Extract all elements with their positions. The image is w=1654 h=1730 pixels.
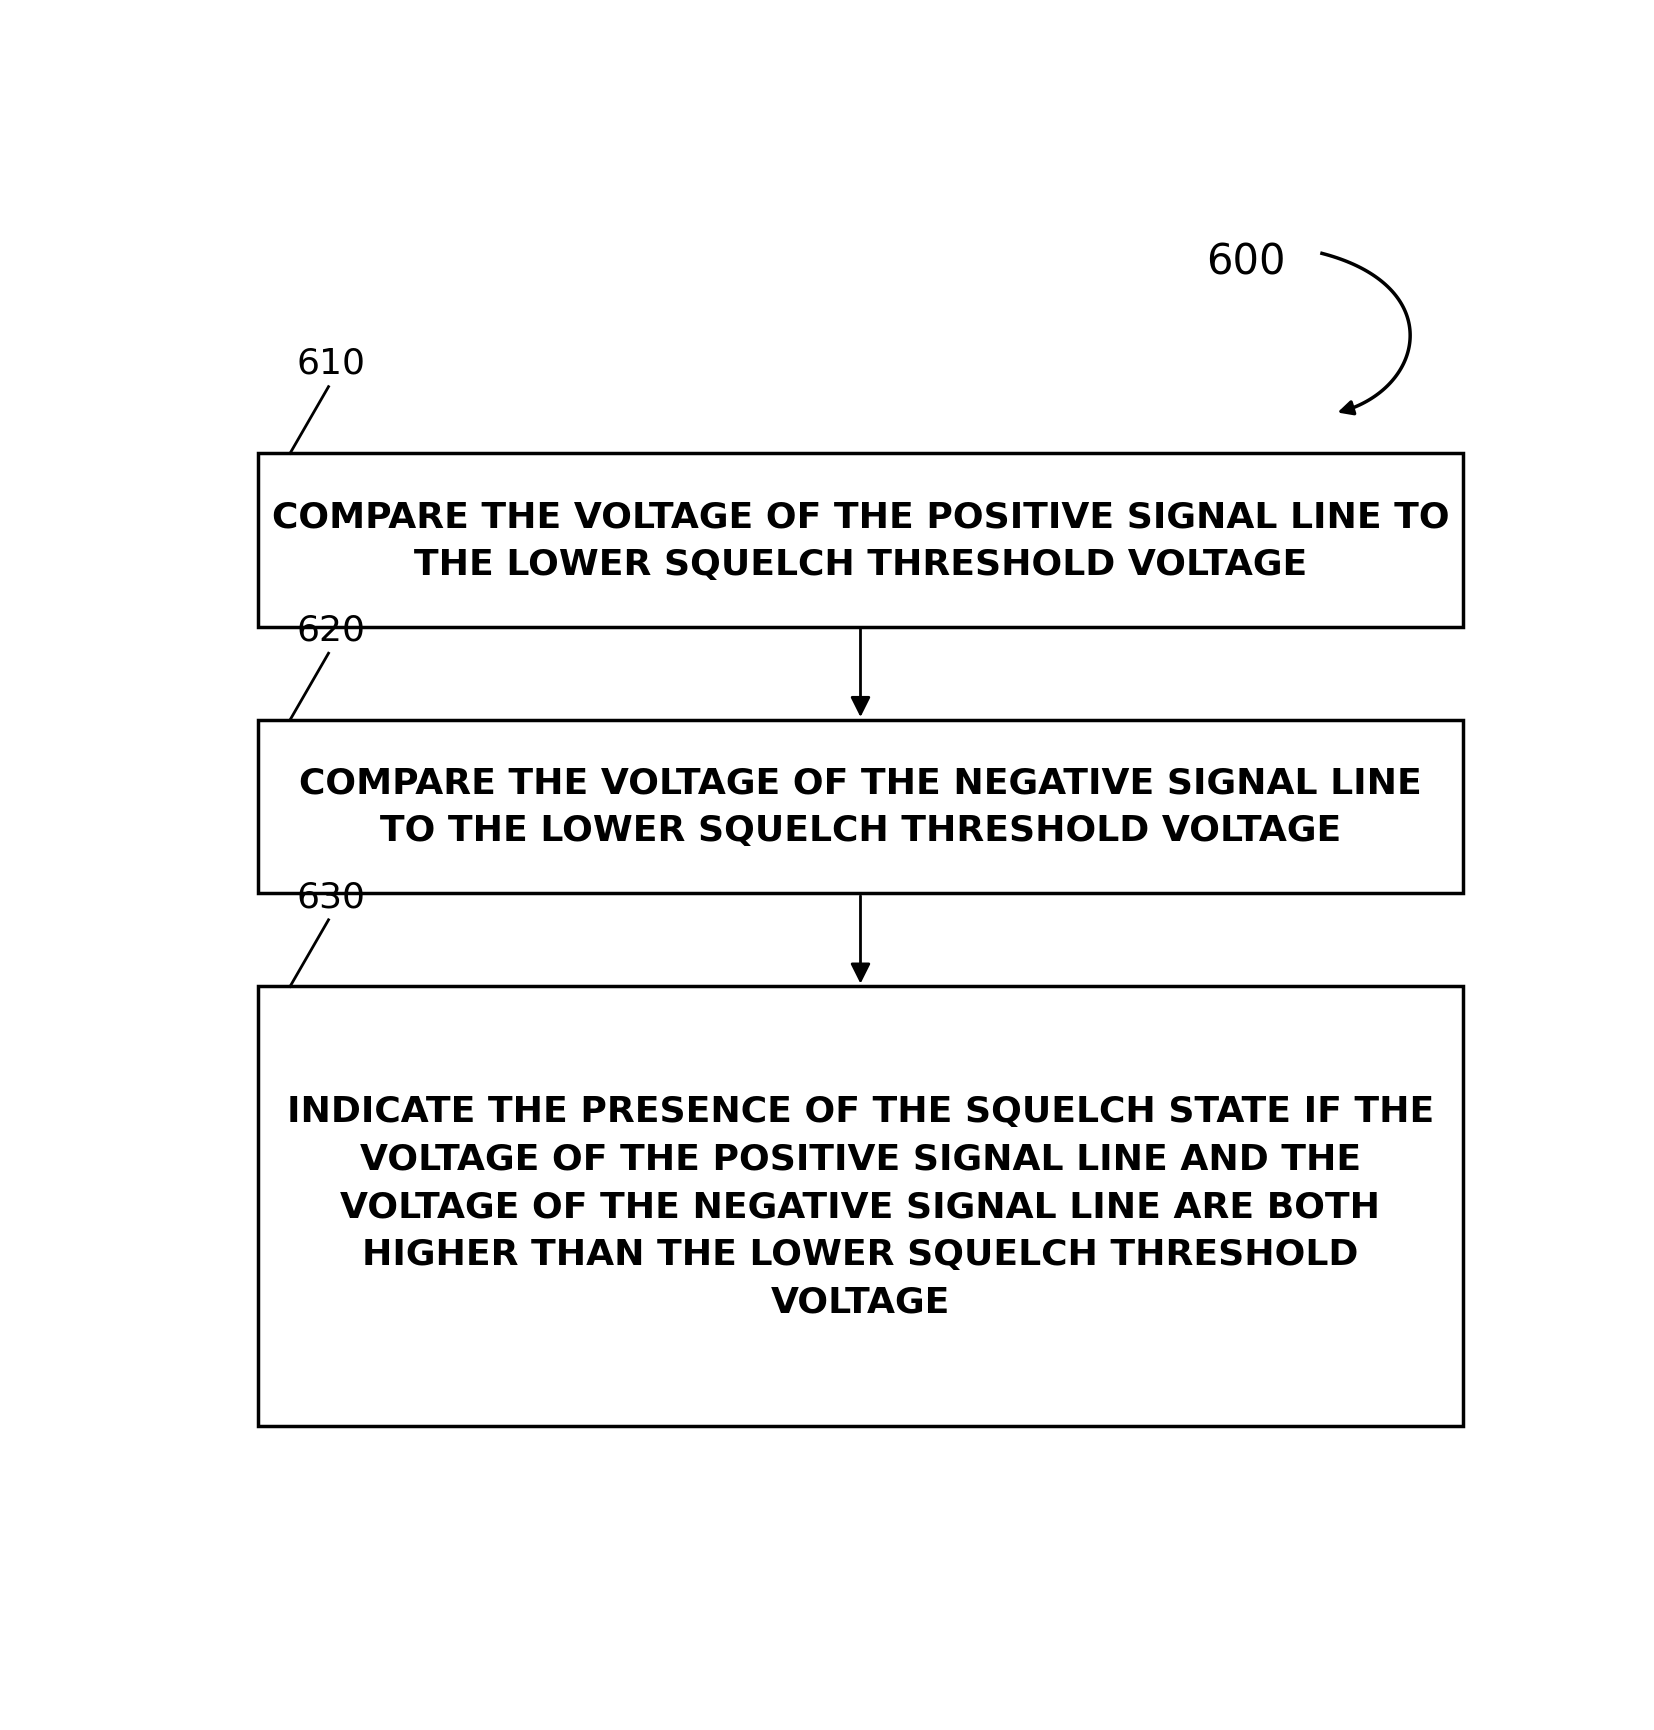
Text: 600: 600 [1207,240,1287,284]
Text: COMPARE THE VOLTAGE OF THE NEGATIVE SIGNAL LINE
TO THE LOWER SQUELCH THRESHOLD V: COMPARE THE VOLTAGE OF THE NEGATIVE SIGN… [299,766,1422,848]
FancyBboxPatch shape [258,986,1464,1427]
Text: 630: 630 [296,879,366,913]
Text: INDICATE THE PRESENCE OF THE SQUELCH STATE IF THE
VOLTAGE OF THE POSITIVE SIGNAL: INDICATE THE PRESENCE OF THE SQUELCH STA… [286,1095,1434,1318]
Text: COMPARE THE VOLTAGE OF THE POSITIVE SIGNAL LINE TO
THE LOWER SQUELCH THRESHOLD V: COMPARE THE VOLTAGE OF THE POSITIVE SIGN… [271,500,1449,581]
FancyBboxPatch shape [258,720,1464,894]
Text: 620: 620 [296,612,366,647]
FancyBboxPatch shape [258,453,1464,628]
Text: 610: 610 [296,346,366,381]
